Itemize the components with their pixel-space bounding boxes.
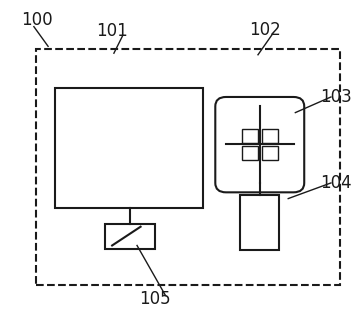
Bar [242, 146, 258, 160]
Text: 105: 105 [139, 290, 171, 308]
Text: 100: 100 [21, 11, 52, 29]
Bar [261, 146, 278, 160]
Text: 104: 104 [321, 174, 352, 192]
Bar [242, 129, 258, 143]
Bar [55, 88, 203, 208]
Text: 102: 102 [249, 21, 281, 39]
Text: 101: 101 [96, 22, 128, 40]
Bar [240, 196, 280, 250]
Bar [36, 48, 340, 285]
Bar [261, 129, 278, 143]
Bar [105, 224, 155, 249]
Text: 103: 103 [321, 88, 352, 106]
